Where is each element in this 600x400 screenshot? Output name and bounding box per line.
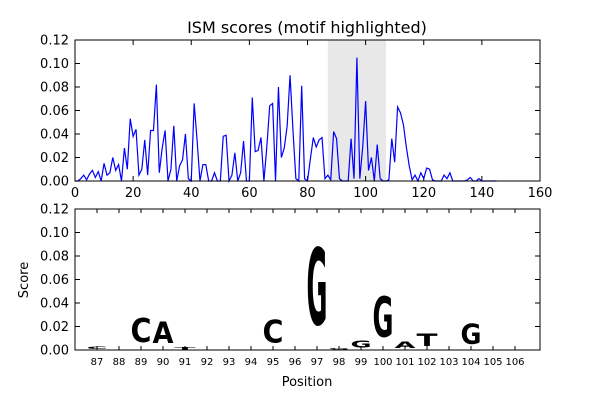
position-tick-label: 104 — [461, 357, 480, 368]
y-tick-label: 0.02 — [40, 320, 69, 335]
position-tick-label: 93 — [223, 357, 236, 368]
position-tick: 97 — [311, 209, 324, 368]
y-tick-label: 0.08 — [40, 81, 69, 96]
y-tick: 0.10 — [40, 57, 540, 72]
x-tick-label: 20 — [125, 186, 142, 201]
position-tick-label: 88 — [113, 357, 126, 368]
logo-letter: C — [131, 312, 152, 351]
y-tick-label: 0.10 — [40, 226, 69, 241]
ism-line-panel: ISM scores (motif highlighted) 0.00 0.02 0… — [40, 18, 552, 201]
y-tick-label: 0.06 — [40, 273, 69, 288]
chart-title: ISM scores (motif highlighted) — [187, 18, 427, 37]
position-tick: 99 — [355, 209, 368, 368]
x-tick-label: 60 — [241, 186, 258, 201]
position-tick: 90 — [157, 209, 170, 368]
x-tick: 100 — [353, 40, 378, 201]
position-tick-label: 92 — [201, 357, 214, 368]
position-tick-label: 87 — [91, 357, 104, 368]
position-tick-label: 97 — [311, 357, 324, 368]
y-tick: 0.10 — [40, 226, 540, 241]
position-tick-label: 103 — [439, 357, 458, 368]
y-tick: 0.06 — [40, 104, 540, 119]
position-tick-label: 90 — [157, 357, 170, 368]
y-tick: 0.08 — [40, 81, 540, 96]
position-tick: 95 — [267, 209, 280, 368]
y-tick: 0.02 — [40, 151, 540, 166]
position-tick: 94 — [245, 209, 258, 368]
position-tick: 106 — [505, 209, 525, 368]
position-tick-label: 105 — [483, 357, 502, 368]
sequence-logo-panel: CCATCGGGGATG 0.000.020.040.060.080.100.1… — [17, 203, 541, 390]
position-tick-label: 100 — [373, 357, 392, 368]
position-tick-label: 96 — [289, 357, 302, 368]
x-axis-label: Position — [282, 375, 333, 390]
position-tick: 101 — [395, 209, 415, 368]
logo-letter: A — [153, 316, 174, 350]
x-tick: 20 — [125, 40, 142, 201]
y-tick-label: 0.04 — [40, 297, 69, 312]
position-tick-label: 99 — [355, 357, 368, 368]
position-tick-label: 95 — [267, 357, 280, 368]
position-tick: 105 — [483, 209, 503, 368]
ism-score-line — [75, 57, 497, 184]
logo-letter: G — [307, 228, 328, 350]
position-tick: 91 — [179, 209, 192, 368]
top-plot-frame — [74, 39, 541, 182]
x-tick-label: 40 — [183, 186, 200, 201]
position-tick-label: 106 — [505, 357, 524, 368]
y-tick: 0.02 — [40, 320, 540, 335]
y-tick-label: 0.10 — [40, 57, 69, 72]
position-tick: 98 — [333, 209, 346, 368]
position-tick-label: 102 — [417, 357, 436, 368]
y-tick-label: 0.00 — [40, 175, 69, 190]
x-tick-label: 140 — [469, 186, 494, 201]
position-tick-label: 98 — [333, 357, 346, 368]
x-tick-label: 0 — [71, 186, 79, 201]
y-tick-label: 0.00 — [40, 344, 69, 359]
y-tick: 0.04 — [40, 297, 540, 312]
y-tick-label: 0.06 — [40, 104, 69, 119]
y-tick-label: 0.12 — [40, 34, 69, 49]
position-tick: 100 — [373, 209, 393, 368]
logo-letter: A — [394, 339, 415, 350]
position-tick-label: 101 — [395, 357, 414, 368]
x-tick-label: 80 — [299, 186, 316, 201]
logo-letter: G — [461, 320, 482, 351]
y-tick: 0.08 — [40, 250, 540, 265]
logo-letter: T — [417, 330, 438, 350]
x-tick-label: 100 — [353, 186, 378, 201]
y-tick: 0.00 — [40, 175, 540, 190]
y-tick: 0.04 — [40, 128, 540, 143]
position-tick: 96 — [289, 209, 302, 368]
logo-letter: G — [350, 338, 371, 350]
y-tick-label: 0.12 — [40, 203, 69, 218]
position-tick: 103 — [439, 209, 459, 368]
position-tick: 92 — [201, 209, 214, 368]
position-tick: 93 — [223, 209, 236, 368]
position-tick-label: 89 — [135, 357, 148, 368]
position-tick: 88 — [113, 209, 126, 368]
x-tick-label: 120 — [411, 186, 436, 201]
position-tick-label: 94 — [245, 357, 258, 368]
y-axis-label: Score — [17, 262, 32, 298]
logo-letter: G — [373, 287, 394, 351]
y-tick: 0.12 — [40, 203, 540, 218]
y-tick: 0.06 — [40, 273, 540, 288]
position-tick: 104 — [461, 209, 481, 368]
position-tick: 102 — [417, 209, 437, 368]
logo-letter: C — [263, 314, 284, 350]
bottom-plot-frame — [74, 208, 541, 351]
y-tick-label: 0.02 — [40, 151, 69, 166]
position-tick-label: 91 — [179, 357, 192, 368]
x-tick: 140 — [469, 40, 494, 201]
y-tick-label: 0.08 — [40, 250, 69, 265]
position-tick: 87 — [91, 209, 104, 368]
position-tick: 89 — [135, 209, 148, 368]
x-tick-label: 160 — [528, 186, 553, 201]
y-tick-label: 0.04 — [40, 128, 69, 143]
